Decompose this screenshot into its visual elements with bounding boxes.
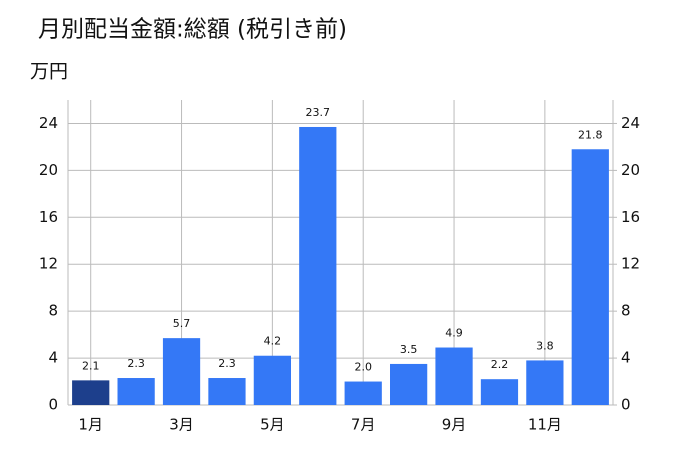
y2-tick-label: 20 [621,161,640,179]
y2-tick-label: 12 [621,255,640,273]
value-label: 4.9 [445,327,463,340]
value-label: 4.2 [264,335,282,348]
x-tick-label: 3月 [169,416,194,434]
y2-tick-label: 4 [621,349,631,367]
bar [72,380,110,405]
y-tick-label: 20 [39,161,58,179]
bar [299,126,337,405]
value-label: 3.8 [536,339,554,352]
x-tick-label: 5月 [260,416,285,434]
bar [526,360,564,405]
value-label: 2.1 [82,359,100,372]
bar [390,363,428,405]
x-tick-label: 9月 [442,416,467,434]
bar [208,378,246,405]
value-label: 2.2 [491,358,509,371]
x-tick-label: 11月 [528,416,562,434]
y2-tick-label: 8 [621,302,631,320]
y-tick-label: 0 [48,396,58,414]
y-tick-label: 4 [48,349,58,367]
bar [344,381,382,405]
value-label: 5.7 [173,317,191,330]
y-tick-label: 12 [39,255,58,273]
y-axis-label: 万円 [30,61,68,83]
bar [571,149,609,405]
value-label: 2.3 [218,357,236,370]
bar [435,347,473,405]
chart-title: 月別配当金額:総額 (税引き前) [38,17,347,43]
value-label: 2.0 [354,361,372,374]
bar [162,338,201,405]
bar [253,355,291,405]
y2-tick-label: 16 [621,208,640,226]
y-tick-label: 8 [48,302,58,320]
y-tick-label: 16 [39,208,58,226]
value-label: 21.8 [578,128,603,141]
y-tick-label: 24 [39,114,58,132]
bar [480,379,519,405]
value-label: 3.5 [400,343,418,356]
x-tick-label: 7月 [351,416,376,434]
value-label: 2.3 [127,357,145,370]
x-tick-label: 1月 [78,416,103,434]
bar [117,378,155,405]
y2-tick-label: 24 [621,114,640,132]
y2-tick-label: 0 [621,396,631,414]
value-label: 23.7 [306,106,331,119]
